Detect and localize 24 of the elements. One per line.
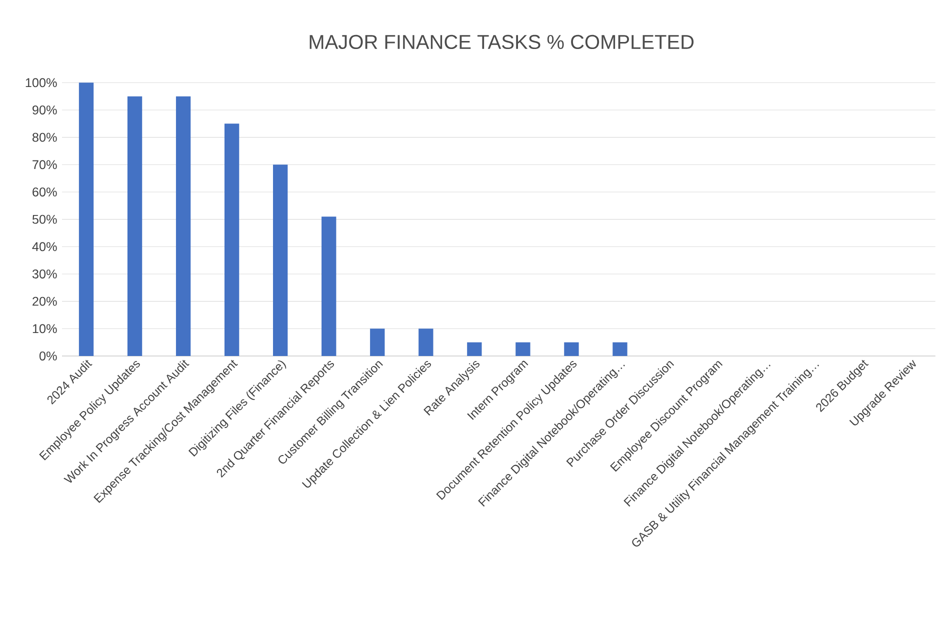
y-tick-label: 80%: [32, 132, 57, 142]
bar: [224, 124, 240, 356]
bar: [273, 164, 288, 356]
bar: [176, 96, 191, 356]
bar: [612, 342, 628, 356]
bar: [370, 328, 385, 356]
y-tick-label: 40%: [32, 242, 57, 252]
y-tick-label: 70%: [32, 160, 57, 170]
bar: [516, 342, 530, 356]
y-tick-label: 20%: [32, 296, 57, 306]
y-tick-label: 30%: [32, 270, 57, 278]
bar: [564, 342, 579, 356]
y-tick-label: 100%: [26, 78, 57, 88]
y-tick-label: 10%: [32, 324, 57, 334]
bar: [127, 96, 142, 356]
bar: [467, 342, 482, 356]
bar: [418, 328, 434, 356]
bar: [322, 216, 336, 356]
y-tick-label: 90%: [32, 106, 57, 114]
chart-title: MAJOR FINANCE TASKS % COMPLETED: [310, 34, 694, 50]
y-tick-label: 0%: [39, 352, 57, 360]
y-tick-label: 50%: [32, 214, 57, 224]
y-tick-label: 60%: [32, 188, 57, 196]
bar: [78, 82, 94, 356]
